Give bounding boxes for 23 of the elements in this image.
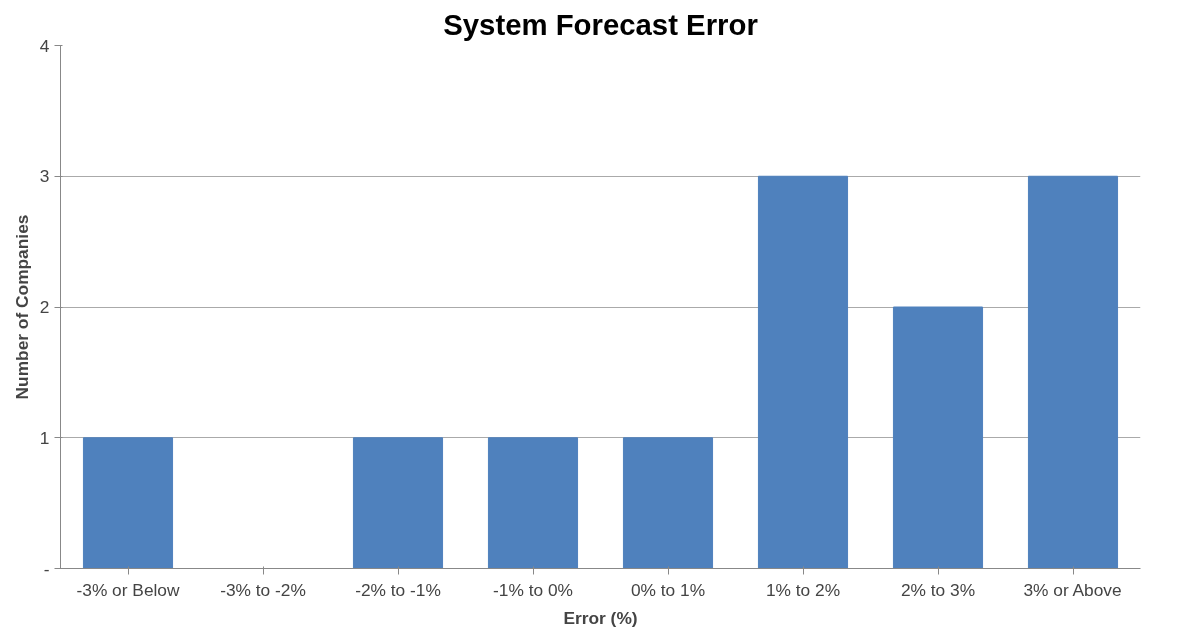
y-tick-label: - (43, 558, 50, 579)
bar (82, 437, 174, 569)
y-tick-label: 4 (39, 35, 50, 56)
bar (1027, 175, 1119, 569)
y-tick-label: 2 (39, 297, 50, 317)
x-tick-label: -1% to 0% (493, 579, 573, 600)
bar (757, 175, 849, 569)
y-tick-label: 3 (39, 166, 50, 187)
x-tick-label: 2% to 3% (900, 579, 976, 600)
x-tick-label: -3% to -2% (220, 579, 306, 600)
x-tick-label: -2% to -1% (355, 579, 441, 600)
x-tick-label: 3% or Above (1023, 579, 1122, 600)
x-tick-label: -3% or Below (76, 579, 181, 600)
x-tick-label: 0% to 1% (630, 579, 706, 600)
bar (892, 306, 984, 569)
bar (352, 437, 444, 569)
x-tick-label: 1% to 2% (765, 579, 841, 600)
x-axis-title: Error (%) (563, 607, 638, 628)
bar (622, 437, 714, 569)
bar (487, 437, 579, 569)
chart-title: System Forecast Error (443, 7, 758, 41)
y-tick-label: 1 (39, 427, 50, 448)
y-axis-title: Number of Companies (11, 214, 32, 400)
